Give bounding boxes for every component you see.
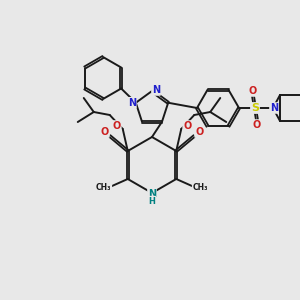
Text: H: H [148,196,155,206]
Text: O: O [249,86,257,96]
Text: O: O [195,127,203,137]
Text: O: O [100,127,109,137]
Text: N: N [128,98,136,108]
Text: S: S [251,103,259,113]
Text: O: O [253,120,261,130]
Text: CH₃: CH₃ [96,182,112,191]
Text: CH₃: CH₃ [193,182,208,191]
Text: O: O [183,121,191,131]
Text: N: N [270,103,278,113]
Text: N: N [148,189,156,199]
Text: O: O [112,121,121,131]
Text: N: N [152,85,160,95]
